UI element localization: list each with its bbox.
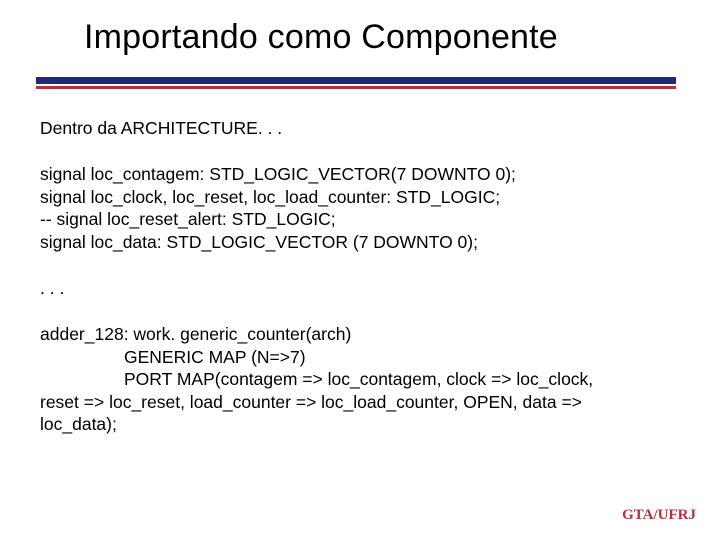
slide-container: Importando como Componente Dentro da ARC… (0, 0, 720, 540)
divider-secondary-bar (36, 86, 676, 89)
code-line: signal loc_clock, loc_reset, loc_load_co… (40, 186, 680, 208)
signal-declarations-block: signal loc_contagem: STD_LOGIC_VECTOR(7 … (40, 163, 680, 253)
code-line: adder_128: work. generic_counter(arch) (40, 323, 680, 345)
code-line: signal loc_contagem: STD_LOGIC_VECTOR(7 … (40, 163, 680, 185)
slide-body: Dentro da ARCHITECTURE. . . signal loc_c… (40, 117, 680, 435)
code-line: signal loc_data: STD_LOGIC_VECTOR (7 DOW… (40, 231, 680, 253)
intro-paragraph: Dentro da ARCHITECTURE. . . (40, 117, 680, 139)
title-divider (36, 77, 676, 89)
instantiation-block: adder_128: work. generic_counter(arch) G… (40, 323, 680, 435)
code-line: reset => loc_reset, load_counter => loc_… (40, 391, 680, 413)
code-line-indented: PORT MAP(contagem => loc_contagem, clock… (40, 368, 680, 390)
divider-primary-bar (36, 77, 676, 84)
ellipsis-paragraph: . . . (40, 277, 680, 299)
code-line: loc_data); (40, 413, 680, 435)
code-line-indented: GENERIC MAP (N=>7) (40, 346, 680, 368)
footer-label: GTA/UFRJ (622, 507, 696, 524)
slide-title: Importando como Componente (84, 18, 680, 57)
code-line: -- signal loc_reset_alert: STD_LOGIC; (40, 208, 680, 230)
intro-text: Dentro da ARCHITECTURE. . . (40, 117, 680, 139)
ellipsis-text: . . . (40, 277, 680, 299)
